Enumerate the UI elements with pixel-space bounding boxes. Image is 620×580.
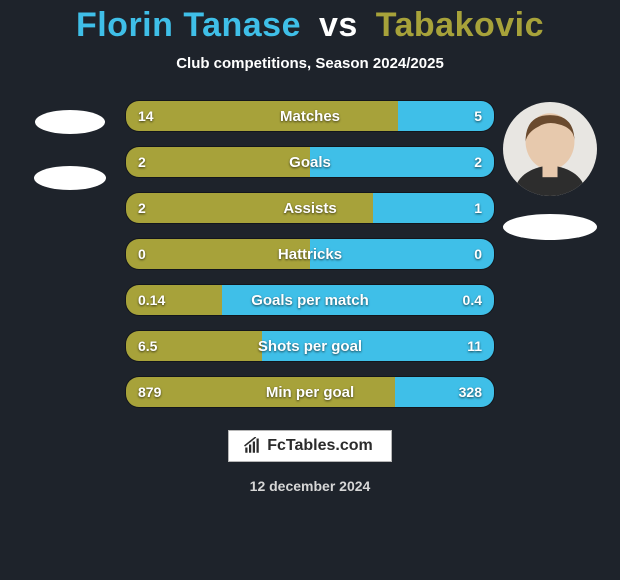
date-text: 12 december 2024 <box>250 478 371 494</box>
chart-icon <box>243 437 261 455</box>
bar-segment-left <box>126 193 373 223</box>
site-logo: FcTables.com <box>228 430 392 462</box>
bar-segment-right <box>310 239 494 269</box>
player1-club-badge <box>34 166 106 190</box>
comparison-card: Florin Tanase vs Tabakovic Club competit… <box>0 0 620 580</box>
bar-segment-right <box>310 147 494 177</box>
bar-segment-right <box>373 193 494 223</box>
bar-segment-left <box>126 377 395 407</box>
bar-segment-left <box>126 239 310 269</box>
stat-bar: Matches145 <box>125 100 495 132</box>
vs-text: vs <box>319 6 358 44</box>
bar-segment-right <box>398 101 494 131</box>
bar-segment-right <box>395 377 494 407</box>
bar-segment-right <box>222 285 494 315</box>
stat-bar: Assists21 <box>125 192 495 224</box>
player2-club-badge <box>503 214 597 240</box>
bar-segment-left <box>126 331 262 361</box>
player2-side <box>495 100 605 240</box>
player1-avatar <box>35 110 105 134</box>
face-icon <box>503 102 597 196</box>
bar-segment-left <box>126 285 222 315</box>
logo-text: FcTables.com <box>267 437 373 455</box>
stat-bar: Shots per goal6.511 <box>125 330 495 362</box>
player2-name: Tabakovic <box>376 6 544 44</box>
player1-side <box>15 100 125 190</box>
bar-segment-left <box>126 147 310 177</box>
bar-segment-right <box>262 331 494 361</box>
player2-avatar <box>503 102 597 196</box>
main-row: Matches145 Goals22 Assists21 Hattricks00 Goa… <box>0 100 620 408</box>
stat-bar: Min per goal879328 <box>125 376 495 408</box>
stat-bar: Hattricks00 <box>125 238 495 270</box>
stat-bar: Goals per match0.140.4 <box>125 284 495 316</box>
page-title: Florin Tanase vs Tabakovic <box>76 6 544 45</box>
bar-segment-left <box>126 101 398 131</box>
subtitle: Club competitions, Season 2024/2025 <box>176 55 444 72</box>
stat-bars: Matches145 Goals22 Assists21 Hattricks00 Goa… <box>125 100 495 408</box>
player1-name: Florin Tanase <box>76 6 301 44</box>
stat-bar: Goals22 <box>125 146 495 178</box>
